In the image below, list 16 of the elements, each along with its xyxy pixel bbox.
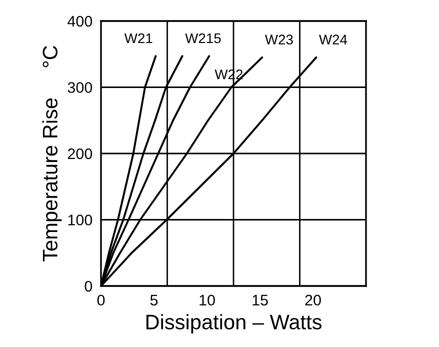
series-label: W24 [319,34,348,44]
series-label: W215 [185,33,221,44]
x-tick-label: 15 [252,294,268,306]
y-tick-label: 200 [68,148,92,160]
y-axis-title: Temperature Rise °C [42,46,62,262]
x-tick-label: 10 [200,294,215,306]
series-label: W23 [264,34,293,44]
series-label: W21 [124,33,152,44]
y-tick-label: 400 [68,16,92,27]
y-tick-label: 100 [68,214,92,226]
x-tick-label: 5 [150,294,158,306]
x-axis-title: Dissipation – Watts [146,314,322,334]
x-tick-label: 20 [305,294,321,306]
y-tick-label: 300 [68,82,92,93]
y-tick-label: 0 [84,280,92,292]
x-tick-label: 0 [97,294,105,306]
